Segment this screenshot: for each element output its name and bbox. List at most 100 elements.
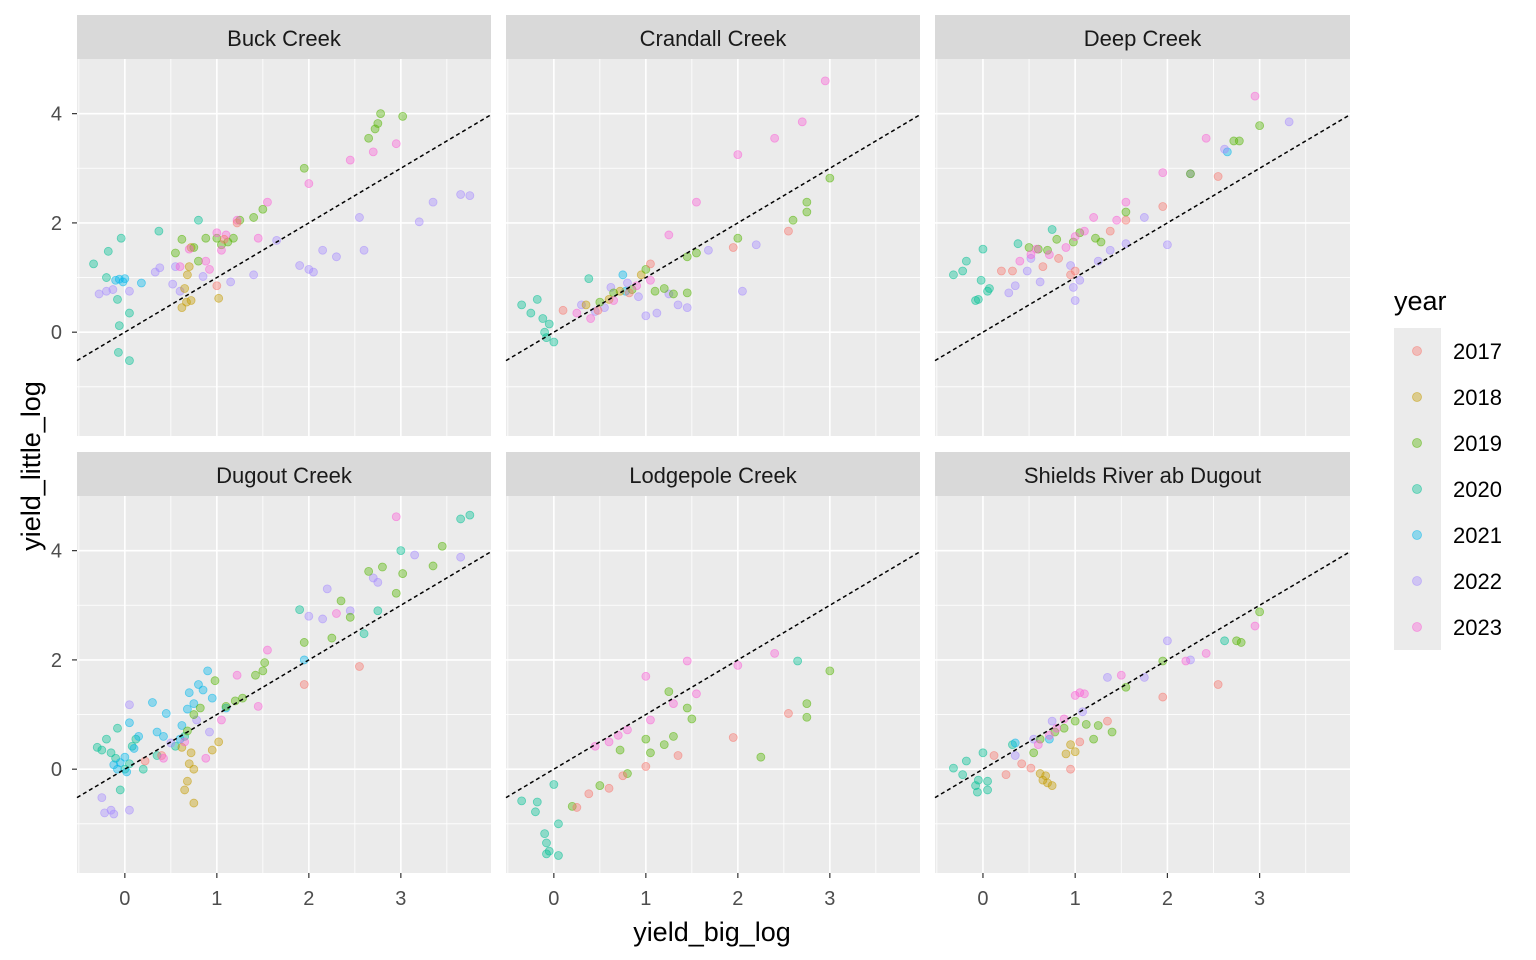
- data-point: [398, 569, 408, 578]
- data-point: [618, 270, 628, 280]
- data-point: [102, 286, 111, 296]
- panels-layer: Buck Creek 0 2 4 Crandall Creek Deep Creek Dug…: [51, 15, 1351, 910]
- data-point: [581, 300, 591, 310]
- data-point: [345, 155, 355, 165]
- data-point: [186, 296, 196, 305]
- data-point: [182, 776, 192, 786]
- legend-key-background: [1394, 328, 1441, 650]
- data-point: [194, 215, 203, 225]
- data-point: [549, 780, 559, 789]
- data-point: [971, 781, 980, 790]
- legend-label: 2017: [1453, 339, 1502, 364]
- x-tick-label: 1: [211, 888, 222, 910]
- data-point: [113, 295, 122, 304]
- data-point: [544, 846, 554, 856]
- data-point: [114, 321, 124, 331]
- data-point: [184, 688, 194, 698]
- data-point: [1093, 721, 1103, 730]
- data-point: [733, 660, 743, 670]
- data-point: [125, 700, 134, 710]
- data-point: [756, 752, 766, 762]
- data-point: [682, 252, 692, 262]
- data-point: [1052, 234, 1062, 244]
- data-points: [517, 76, 835, 347]
- data-point: [538, 314, 548, 323]
- data-point: [171, 262, 180, 272]
- data-point: [125, 805, 134, 815]
- data-point: [370, 124, 380, 134]
- data-point: [1201, 133, 1211, 143]
- facet-title: Shields River ab Dugout: [1024, 463, 1261, 488]
- data-point: [201, 753, 211, 763]
- facet-title: Buck Creek: [227, 26, 342, 51]
- data-point: [770, 648, 780, 658]
- data-point: [171, 248, 180, 258]
- facet-panel: Crandall Creek: [505, 15, 921, 436]
- data-point: [1121, 682, 1131, 692]
- data-point: [263, 645, 272, 655]
- data-point: [189, 243, 199, 252]
- data-point: [978, 748, 988, 758]
- gridlines: [935, 496, 1350, 873]
- x-tick-label: 1: [1070, 888, 1081, 910]
- data-point: [118, 277, 128, 287]
- data-point: [584, 274, 594, 284]
- data-point: [634, 292, 643, 302]
- data-point: [1054, 254, 1063, 263]
- data-point: [1232, 636, 1241, 646]
- data-point: [577, 300, 586, 310]
- legend-label: 2023: [1453, 615, 1502, 640]
- data-point: [958, 770, 968, 780]
- data-point: [226, 277, 236, 287]
- data-point: [652, 308, 662, 318]
- data-point: [134, 732, 144, 741]
- data-point: [125, 308, 134, 318]
- data-point: [251, 670, 260, 680]
- data-point: [1284, 117, 1294, 127]
- facet-title: Crandall Creek: [640, 26, 788, 51]
- data-point: [378, 562, 387, 572]
- data-point: [189, 764, 199, 774]
- data-point: [532, 295, 542, 304]
- legend-label: 2020: [1453, 477, 1502, 502]
- data-point: [456, 514, 466, 524]
- legend-key: [1412, 484, 1422, 494]
- data-point: [150, 267, 160, 277]
- y-tick-label: 2: [51, 650, 62, 672]
- data-point: [171, 741, 180, 751]
- data-point: [398, 111, 408, 121]
- gridlines: [506, 496, 920, 873]
- data-point: [793, 656, 803, 666]
- data-point: [318, 614, 328, 624]
- data-point: [201, 256, 211, 266]
- data-point: [192, 715, 202, 725]
- data-point: [1032, 244, 1041, 254]
- data-point: [299, 655, 309, 665]
- data-point: [1010, 751, 1020, 760]
- data-point: [1163, 240, 1172, 250]
- data-point: [623, 278, 632, 288]
- data-point: [186, 748, 196, 758]
- data-point: [180, 737, 190, 747]
- data-point: [437, 541, 447, 551]
- data-point: [152, 727, 162, 737]
- data-point: [182, 726, 192, 736]
- data-point: [1201, 648, 1211, 658]
- panel-background: [77, 496, 491, 873]
- data-point: [802, 197, 812, 207]
- data-point: [558, 305, 568, 315]
- data-point: [373, 606, 383, 616]
- data-point: [606, 282, 616, 292]
- legend-key: [1412, 530, 1422, 540]
- data-point: [692, 689, 701, 699]
- legend: year 2017 2018 2019 2020 2021 2022 2023: [1394, 286, 1502, 650]
- data-points: [517, 648, 835, 860]
- data-point: [456, 552, 466, 562]
- data-point: [949, 763, 958, 773]
- data-point: [641, 762, 651, 771]
- data-point: [733, 150, 743, 160]
- data-point: [115, 785, 125, 795]
- data-point: [1075, 275, 1085, 285]
- data-point: [531, 807, 540, 817]
- data-point: [1121, 215, 1131, 225]
